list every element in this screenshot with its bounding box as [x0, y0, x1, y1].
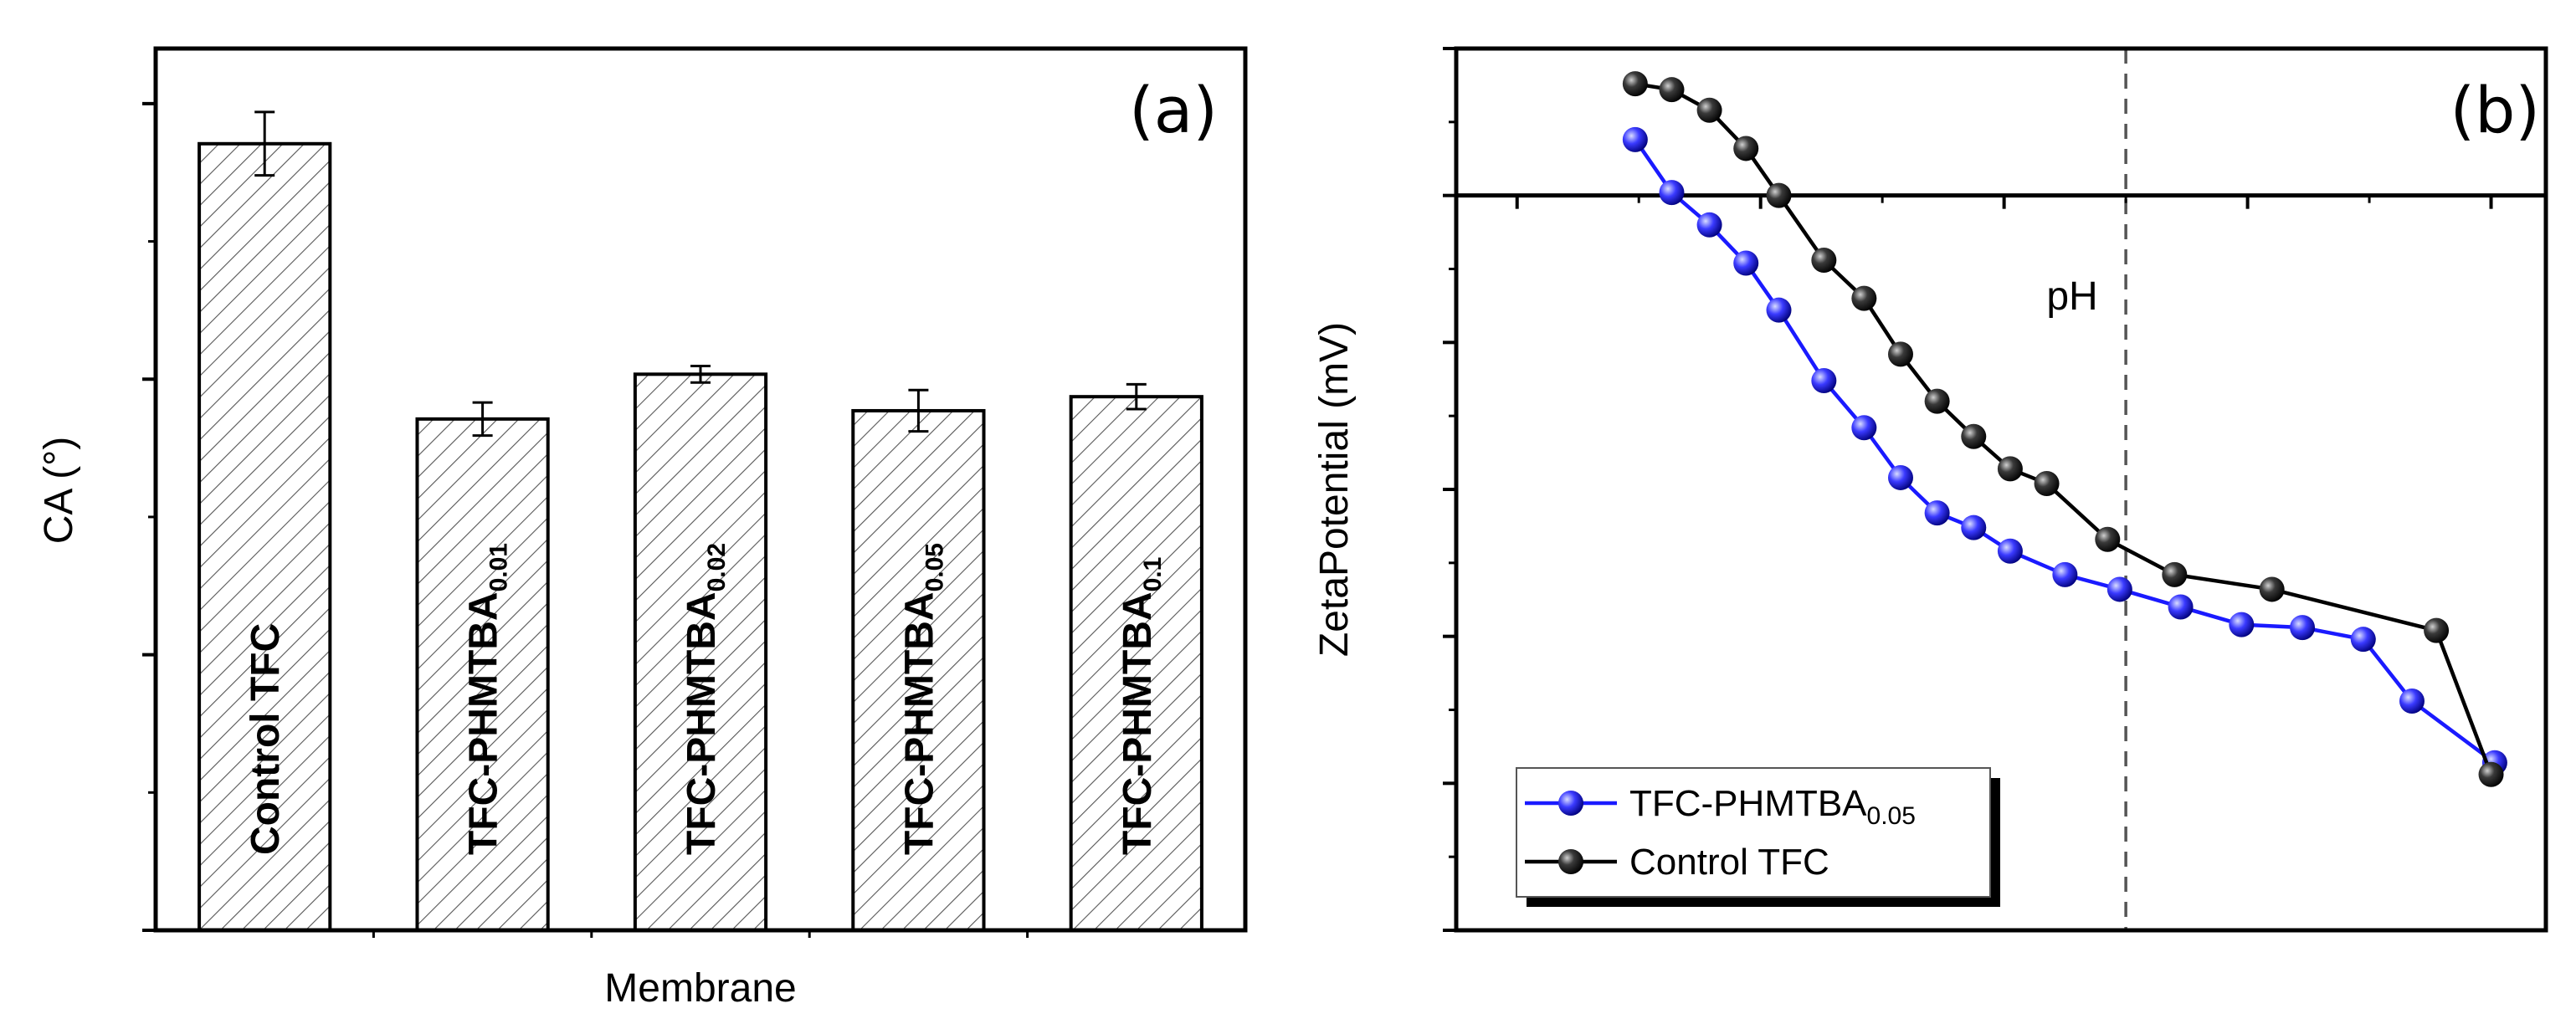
series-point: [1888, 465, 1913, 490]
panel-b-legend: TFC-PHMTBA0.05 Control TFC: [1516, 768, 2000, 907]
figure: Control TFC TFC-PHMTBA0.01TFC-PHMTBA0.02T…: [0, 0, 2576, 1029]
category-label-name: TFC-PHMTBA: [680, 591, 724, 855]
category-label-name: Control TFC: [244, 623, 288, 855]
series-point: [1659, 77, 1684, 102]
legend-marker: [1558, 849, 1583, 874]
category-label-subscript: 0.02: [703, 543, 731, 591]
series-point: [1961, 515, 1986, 540]
series-point: [1811, 368, 1836, 393]
series-point: [1733, 136, 1758, 161]
category-label-subscript: 0.01: [485, 543, 513, 591]
series-point: [2399, 689, 2425, 714]
series-point: [1925, 500, 1950, 525]
series-point: [1767, 298, 1792, 323]
series-point: [1623, 127, 1648, 152]
series-point: [1961, 424, 1986, 449]
series-point: [1811, 248, 1836, 273]
series-point: [1851, 415, 1876, 440]
category-label: Control TFC: [244, 623, 288, 855]
series-point: [1888, 341, 1913, 366]
panel-a-label: (a): [1129, 73, 1218, 147]
series-point: [2260, 576, 2285, 602]
panel-a-category-labels: Control TFC TFC-PHMTBA0.01TFC-PHMTBA0.02T…: [244, 543, 1167, 855]
series-point: [2168, 595, 2194, 620]
series-point: [1851, 286, 1876, 311]
legend-entry-name: Control TFC: [1629, 842, 1829, 883]
category-label-subscript: 0.05: [921, 543, 948, 591]
series-line: [1635, 84, 2491, 775]
panel-b-label: (b): [2450, 73, 2540, 147]
series-point: [1998, 456, 2023, 481]
series-point: [2052, 562, 2077, 587]
series-point: [2107, 576, 2132, 602]
series-point: [1623, 71, 1648, 96]
legend-entry-subscript: 0.05: [1867, 802, 1916, 830]
series-point: [2229, 612, 2254, 637]
category-label-name: TFC-PHMTBA: [1116, 591, 1160, 855]
category-label-name: TFC-PHMTBA: [897, 591, 942, 855]
series-point: [2479, 762, 2504, 787]
series-point: [1697, 212, 1722, 238]
category-label-name: TFC-PHMTBA: [462, 591, 506, 855]
series-line: [1635, 140, 2495, 763]
series-point: [2162, 562, 2187, 587]
category-label: TFC-PHMTBA0.1: [1116, 557, 1167, 855]
series-point: [1733, 250, 1758, 275]
panel-a-x-axis-title: Membrane: [604, 966, 796, 1011]
series-point: [1659, 180, 1684, 205]
panel-b-y-axis-title: ZetaPotential (mV): [1312, 322, 1357, 657]
series-point: [2035, 471, 2060, 496]
panel-b-series: [1623, 71, 2507, 787]
panel-a-y-axis-title: CA (°): [37, 437, 81, 545]
series-point: [2290, 615, 2315, 640]
series-point: [1998, 539, 2023, 564]
series-point: [1697, 98, 1722, 123]
category-label-subscript: 0.1: [1139, 557, 1167, 592]
series-point: [1925, 389, 1950, 414]
series-point: [2424, 618, 2449, 643]
panel-b-x-axis-title: pH: [2046, 274, 2097, 319]
panel-b-line-chart: (b) pH ZetaPotential (mV) TFC-PHMTBA0.05…: [1312, 49, 2546, 930]
series-point: [2095, 527, 2120, 552]
legend-entry: Control TFC: [1629, 842, 1829, 883]
series-point: [2351, 627, 2376, 652]
legend-marker: [1558, 791, 1583, 816]
panel-a-bar-chart: Control TFC TFC-PHMTBA0.01TFC-PHMTBA0.02T…: [37, 49, 1245, 1011]
series-point: [1767, 183, 1792, 208]
legend-entry-name: TFC-PHMTBA: [1629, 783, 1867, 824]
